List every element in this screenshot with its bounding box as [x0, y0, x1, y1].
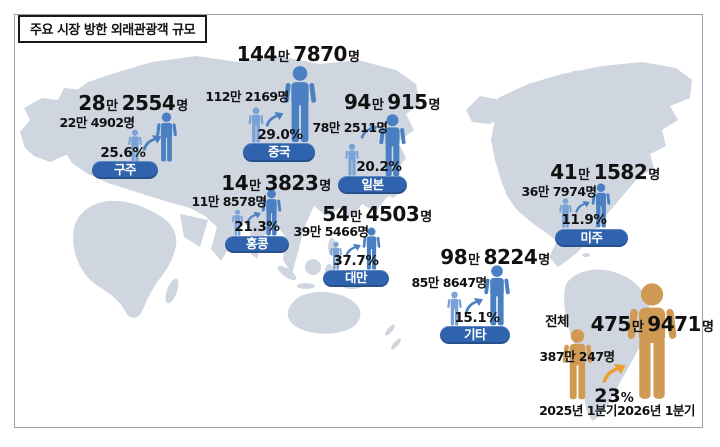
person-icon-small-orange [560, 328, 595, 400]
unit-man: 만 [106, 99, 118, 114]
unit-myeong: 명 [176, 99, 188, 114]
total-previous-value: 387만 247명 [539, 349, 615, 364]
current-value: 94만 915명 [343, 90, 441, 114]
unit-myeong: 명 [648, 168, 660, 183]
island-java [297, 283, 315, 289]
percent-number: 23 [594, 385, 621, 407]
island-arctic-1 [542, 78, 562, 86]
value-number: 28 [78, 91, 106, 115]
value-number: 475 [590, 312, 632, 336]
island-borneo [305, 259, 321, 275]
region-label-pill: 미주 [555, 229, 628, 247]
previous-value: 85만 8647명 [411, 275, 487, 290]
continent-south-america [564, 269, 650, 421]
current-value: 144만 7870명 [237, 44, 360, 64]
unit-man: 만 [277, 50, 290, 65]
previous-value: 39만 5466명 [293, 224, 369, 239]
previous-value: 112만 2169명 [205, 89, 289, 104]
unit-myeong: 명 [428, 98, 441, 113]
island-arctic-3 [561, 89, 575, 95]
growth-percent: 21.3% [234, 219, 280, 235]
outer-frame [14, 14, 703, 428]
region-label-pill: 기타 [440, 326, 510, 344]
island-caribbean-1 [567, 246, 577, 250]
person-icon-large-orange [623, 282, 681, 400]
total-label: 전체 [545, 314, 569, 330]
value-number: 1582 [593, 160, 648, 184]
unit-man: 만 [371, 98, 384, 113]
value-number: 41 [550, 160, 578, 184]
continent-asia [58, 56, 420, 274]
continent-australia [287, 292, 361, 334]
value-number: 14 [221, 171, 249, 195]
value-number: 144 [236, 42, 278, 66]
current-value: 54만 4503명 [322, 202, 432, 226]
unit-man: 만 [468, 253, 480, 268]
current-value: 98만 8224명 [440, 245, 550, 269]
value-number: 7870 [293, 42, 347, 66]
growth-percent: 37.7% [333, 253, 379, 269]
total-growth-percent: 23% [594, 387, 633, 406]
unit-man: 만 [631, 320, 644, 335]
region-label-pill: 홍콩 [225, 236, 289, 253]
value-number: 915 [387, 90, 428, 114]
region-label-pill: 일본 [338, 176, 407, 194]
previous-value: 22만 4902명 [59, 115, 135, 130]
previous-period-label: 2025년 1분기 [539, 403, 617, 418]
value-number: 94 [343, 90, 371, 114]
current-value: 28만 2554명 [78, 91, 188, 115]
growth-percent: 11.9% [561, 212, 607, 228]
total-current-value: 475만 9471명 [591, 314, 714, 334]
unit-myeong: 명 [701, 320, 714, 335]
unit-myeong: 명 [347, 50, 360, 65]
previous-value: 36만 7974명 [521, 184, 597, 199]
previous-value: 11만 8578명 [191, 194, 267, 209]
value-number: 2554 [121, 91, 176, 115]
unit-man: 만 [578, 168, 590, 183]
island-arctic-2 [570, 70, 586, 78]
value-number: 9471 [647, 312, 701, 336]
percent-sign: % [620, 391, 634, 406]
continent-africa [73, 200, 177, 318]
value-number: 3823 [264, 171, 319, 195]
value-number: 8224 [483, 245, 538, 269]
value-number: 54 [322, 202, 350, 226]
current-period-label: 2026년 1분기 [617, 403, 695, 418]
growth-arrow-icon [264, 111, 285, 127]
growth-percent: 25.6% [100, 145, 146, 161]
region-arabia [180, 214, 208, 247]
previous-value: 78만 2511명 [312, 120, 388, 135]
region-label-pill: 구주 [92, 161, 158, 179]
region-label-pill: 대만 [323, 270, 389, 287]
island-greenland [598, 76, 670, 142]
growth-arrow-icon-orange [601, 362, 627, 384]
region-label-pill: 중국 [243, 143, 315, 162]
current-value: 41만 1582명 [550, 160, 660, 184]
growth-percent: 15.1% [454, 310, 500, 326]
unit-myeong: 명 [538, 253, 550, 268]
island-nz-south [391, 338, 401, 350]
island-madagascar [165, 278, 179, 304]
unit-man: 만 [350, 210, 362, 225]
value-number: 4503 [365, 202, 420, 226]
growth-percent: 29.0% [257, 127, 303, 143]
unit-man: 만 [249, 179, 261, 194]
unit-myeong: 명 [420, 210, 432, 225]
page-title: 주요 시장 방한 외래관광객 규모 [18, 15, 208, 43]
island-caribbean-2 [582, 253, 590, 257]
island-nz-north [385, 324, 395, 336]
value-number: 98 [440, 245, 468, 269]
unit-myeong: 명 [319, 179, 331, 194]
current-value: 14만 3823명 [221, 171, 331, 195]
island-sumatra [277, 265, 297, 281]
growth-percent: 20.2% [356, 159, 402, 175]
